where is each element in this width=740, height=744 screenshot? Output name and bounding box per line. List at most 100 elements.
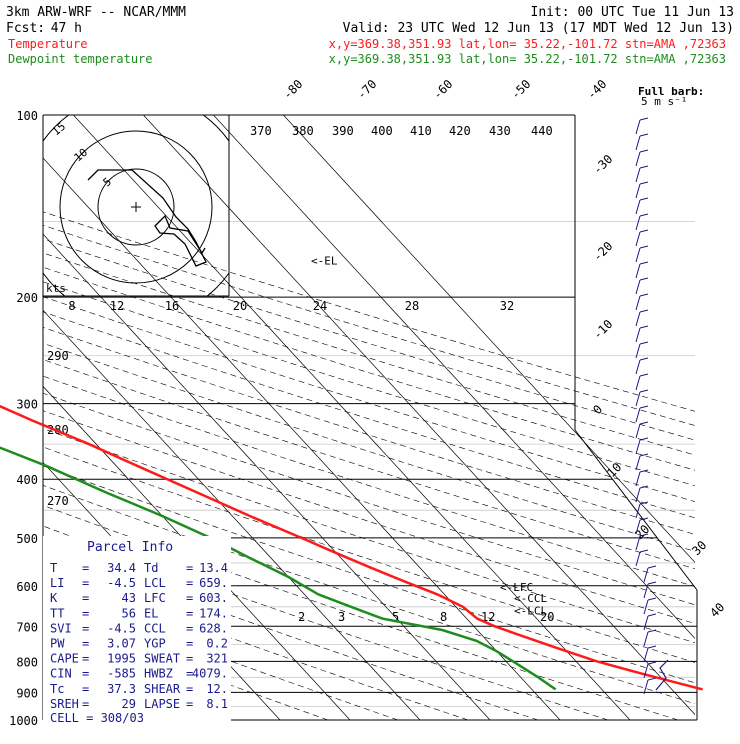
theta-label: 420 — [449, 124, 471, 138]
isotherm-label: -20 — [590, 239, 615, 264]
parcel-value: -4.5 — [107, 621, 136, 635]
parcel-value: 3.07 — [107, 637, 136, 651]
wind-key-title: Full barb: — [638, 85, 704, 98]
wind-barb — [635, 535, 641, 551]
wind-barb-flag — [639, 341, 649, 345]
dry-adiabat — [43, 546, 539, 720]
parcel-value: -4.5 — [107, 576, 136, 590]
parcel-value: 34.4 — [107, 561, 136, 575]
dry-adiabat — [43, 327, 695, 535]
parcel-key: T — [50, 561, 57, 575]
wind-barb — [635, 343, 641, 359]
wind-barb — [635, 279, 641, 295]
parcel-eq: = — [82, 621, 89, 635]
dry-adiabat — [43, 392, 695, 606]
theta-side-label: 290 — [47, 349, 69, 363]
parcel-key: LAPSE — [144, 697, 180, 711]
parcel-value: 8.1 — [206, 697, 228, 711]
profiles: <-EL <-LFC<-CCL<-LCL — [0, 255, 703, 691]
wind-barb-flag — [639, 261, 649, 265]
dry-adiabat — [43, 211, 695, 412]
wind-barb-flag — [639, 517, 649, 521]
ccl-marker: <-CCL — [514, 592, 547, 605]
wind-barb — [635, 263, 641, 279]
parcel-eq: = — [186, 682, 193, 696]
wind-barb — [635, 327, 641, 343]
parcel-value: 56 — [122, 606, 136, 620]
wind-barb — [635, 519, 641, 535]
pressure-label: 400 — [16, 473, 38, 487]
isotherm-label: 20 — [632, 522, 652, 542]
parcel-key: YGP — [144, 637, 166, 651]
frame-diagonal — [574, 429, 698, 591]
parcel-eq: = — [186, 591, 193, 605]
wind-barb-flag — [639, 533, 649, 537]
wind-barb — [635, 423, 641, 439]
parcel-eq: = — [82, 667, 89, 681]
dry-adiabat — [43, 568, 469, 720]
wind-barb-flag — [639, 485, 649, 489]
parcel-eq: = — [186, 621, 193, 635]
isotherm-label: -80 — [280, 77, 305, 102]
parcel-value: 174. — [199, 606, 228, 620]
parcel-value: 43 — [122, 591, 136, 605]
pressure-label: 600 — [16, 580, 38, 594]
parcel-key: LI — [50, 576, 64, 590]
wind-barb — [635, 199, 641, 215]
hodo-ring — [59, 130, 213, 284]
mixing-ratio-label: 5 — [392, 610, 399, 624]
wind-barb-flag — [639, 373, 649, 377]
wind-barb — [635, 455, 641, 471]
parcel-eq: = — [186, 697, 193, 711]
temperature-legend: Temperature — [8, 37, 87, 51]
theta-label: 440 — [531, 124, 553, 138]
wind-barb-flag — [647, 597, 657, 601]
wind-barb — [635, 135, 641, 151]
wind-barb-flag — [639, 117, 649, 121]
theta-label: 410 — [410, 124, 432, 138]
parcel-key: SREH — [50, 697, 79, 711]
hodo-trace — [87, 169, 207, 267]
parcel-value: 37.3 — [107, 682, 136, 696]
wind-barb — [635, 551, 641, 567]
temperature-location: x,y=369.38,351.93 lat,lon= 35.22,-101.72… — [329, 37, 726, 51]
wind-barb — [635, 119, 641, 135]
speed-label: 28 — [405, 299, 419, 313]
parcel-key: EL — [144, 606, 158, 620]
speed-label: 32 — [500, 299, 514, 313]
dry-adiabat — [43, 446, 695, 663]
speed-label: 16 — [165, 299, 179, 313]
isotherm-label: 10 — [604, 460, 624, 480]
parcel-value: 4079. — [192, 667, 228, 681]
isotherm-label: -50 — [508, 77, 533, 102]
hodo-kts-label: kts — [46, 282, 66, 295]
wind-barb — [635, 487, 641, 503]
dry-adiabat — [43, 428, 695, 644]
wind-barb-flag — [639, 165, 649, 169]
wind-barb — [635, 295, 641, 311]
wind-barb — [635, 375, 641, 391]
dry-adiabat — [43, 375, 695, 587]
parcel-value: 321 — [206, 652, 228, 666]
wind-barb-flag — [639, 421, 649, 425]
wind-barb — [635, 183, 641, 199]
parcel-eq: = — [82, 561, 89, 575]
isotherm-label: 30 — [689, 538, 709, 558]
wind-barb — [643, 679, 649, 695]
isotherm — [283, 115, 695, 563]
parcel-key: SVI — [50, 621, 72, 635]
wind-barb-flag — [639, 229, 649, 233]
speed-label: 24 — [313, 299, 327, 313]
wind-barb — [635, 167, 641, 183]
mixing-ratio-label: 3 — [338, 610, 345, 624]
wind-barb-flag — [647, 581, 657, 585]
parcel-key: CAPE — [50, 652, 79, 666]
parcel-key: PW — [50, 637, 65, 651]
wind-barb-flag — [639, 501, 649, 505]
parcel-key: Tc — [50, 682, 64, 696]
pressure-label: 800 — [16, 655, 38, 669]
wind-barb — [643, 631, 649, 647]
dewpoint-line — [0, 446, 557, 691]
wind-barb-flag — [647, 613, 657, 617]
